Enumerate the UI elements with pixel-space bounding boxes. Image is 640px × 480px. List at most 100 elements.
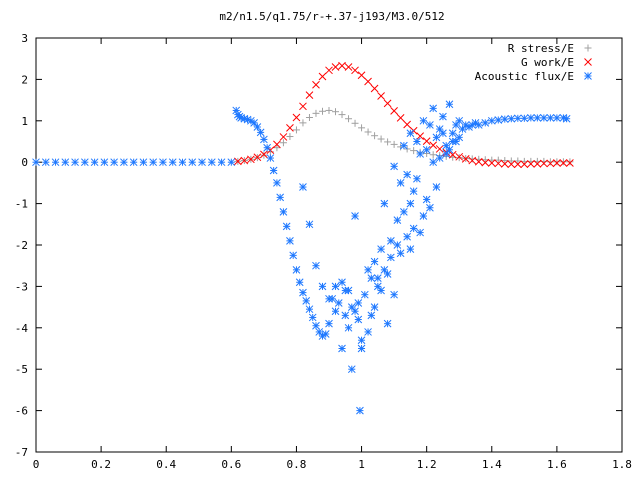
y-tick-label: 3 (21, 32, 28, 45)
data-point (553, 159, 561, 167)
data-point (305, 220, 314, 229)
data-point (383, 99, 392, 108)
data-point (338, 111, 346, 119)
data-point (364, 328, 372, 336)
data-point (331, 63, 340, 71)
data-point (416, 132, 425, 140)
data-point (380, 265, 389, 274)
data-point (507, 160, 516, 169)
y-tick-label: 2 (21, 73, 28, 86)
data-point (377, 286, 385, 295)
data-point (429, 141, 438, 150)
data-point (321, 330, 330, 338)
data-point (513, 114, 522, 123)
data-point (227, 158, 236, 167)
data-point (422, 195, 431, 204)
data-point (344, 63, 353, 71)
data-point (468, 156, 477, 165)
data-point (400, 208, 408, 216)
data-point (325, 106, 333, 114)
data-point (312, 109, 320, 117)
data-point (413, 137, 421, 146)
data-point (120, 158, 128, 167)
data-point (80, 158, 89, 167)
data-point (256, 128, 265, 137)
data-point (286, 123, 294, 132)
data-point (282, 222, 291, 231)
data-point (377, 245, 385, 253)
data-point (373, 282, 382, 291)
data-point (426, 121, 434, 129)
x-tick-label: 1.2 (417, 458, 437, 471)
data-point (207, 158, 216, 167)
data-point (71, 158, 79, 167)
data-point (315, 328, 324, 336)
data-point (400, 141, 408, 150)
y-tick-label: -1 (15, 198, 28, 211)
data-point (299, 183, 307, 191)
data-point (455, 152, 464, 161)
x-tick-label: 1.8 (612, 458, 632, 471)
data-point (325, 66, 333, 75)
data-point (341, 286, 350, 295)
data-point (383, 319, 392, 328)
data-point (247, 155, 255, 164)
data-point (61, 158, 70, 167)
data-point (41, 158, 50, 167)
data-point (540, 159, 548, 168)
data-point (100, 158, 109, 167)
data-point (406, 245, 415, 253)
data-point (419, 116, 428, 125)
data-point (354, 315, 363, 324)
data-point (452, 121, 460, 129)
data-point (455, 116, 464, 125)
data-point (266, 148, 274, 156)
data-point (540, 114, 548, 122)
data-point (233, 157, 242, 166)
y-tick-label: -4 (15, 322, 29, 335)
plot-frame (35, 37, 623, 453)
data-point (461, 121, 470, 129)
data-point (393, 241, 402, 249)
data-point (338, 61, 346, 70)
data-point (159, 158, 167, 167)
x-tick-label: 0 (33, 458, 40, 471)
data-point (331, 282, 340, 291)
y-tick-label: -2 (15, 239, 28, 252)
data-point (501, 157, 509, 165)
data-point (377, 135, 385, 143)
data-point (468, 155, 476, 163)
data-point (32, 158, 40, 167)
data-point (458, 125, 467, 133)
data-point (367, 274, 376, 282)
y-tick-label: -6 (15, 405, 28, 418)
data-point (305, 91, 314, 99)
data-point (409, 224, 418, 233)
data-point (357, 71, 366, 80)
data-point (429, 151, 437, 159)
data-point (305, 113, 313, 121)
data-point (354, 299, 363, 307)
data-point (318, 282, 327, 291)
data-point (546, 158, 554, 166)
x-tick-label: 0.2 (91, 458, 111, 471)
data-point (373, 274, 382, 282)
x-tick-label: 0.4 (156, 458, 176, 471)
data-point (435, 154, 444, 162)
data-point (435, 125, 444, 133)
data-point (553, 114, 561, 122)
data-point (178, 158, 187, 167)
data-point (347, 303, 356, 311)
data-point (494, 159, 503, 168)
data-point (383, 270, 392, 278)
data-point (410, 147, 418, 155)
data-point (474, 157, 483, 166)
data-point (253, 153, 262, 162)
series-1 (234, 106, 574, 166)
data-point (422, 137, 431, 145)
data-point (168, 158, 177, 167)
data-point (295, 278, 304, 287)
data-point (520, 160, 529, 169)
data-point (344, 323, 353, 332)
data-point (380, 199, 389, 208)
